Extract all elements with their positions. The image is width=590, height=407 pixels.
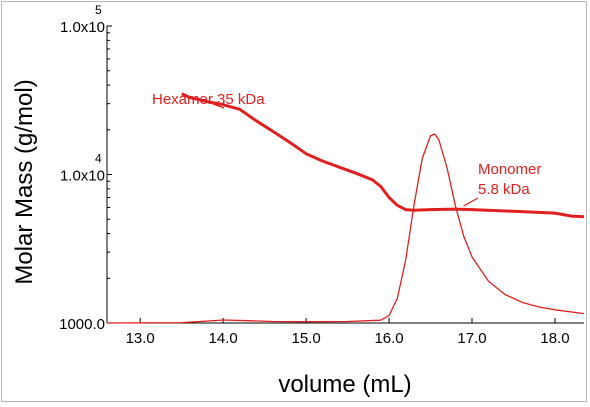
- monomer-annotation-line: 5.8 kDa: [478, 181, 530, 198]
- detector-signal-series-line: [106, 133, 585, 324]
- hexamer-pointer: [198, 97, 225, 109]
- labels: volume (mL) Molar Mass (g/mol) Hexamer 35 …: [11, 79, 541, 398]
- y-tick-exponent: 5: [95, 3, 102, 17]
- x-tick-label: 14.0: [209, 330, 238, 347]
- y-tick-label: 1000.0: [59, 316, 105, 333]
- x-axis-label: volume (mL): [278, 371, 411, 398]
- x-tick-label: 17.0: [457, 330, 486, 347]
- plot-area: [106, 92, 585, 324]
- monomer-pointer: [463, 197, 479, 207]
- chart-frame: 13.0 14.0 15.0 16.0 17.0 18.0 1000.0 1.0x10 4 1.0…: [1, 1, 587, 402]
- molar-mass-series-line: [181, 92, 585, 219]
- hexamer-annotation: Hexamer 35 kDa: [152, 91, 265, 108]
- x-tick-label: 15.0: [291, 330, 320, 347]
- monomer-annotation-line: Monomer: [478, 161, 541, 178]
- x-tick-label: 16.0: [374, 330, 403, 347]
- y-tick-label: 1.0x10: [60, 168, 105, 185]
- y-tick-label: 1.0x10: [60, 19, 105, 36]
- x-tick-label: 13.0: [126, 330, 155, 347]
- y-axis-label: Molar Mass (g/mol): [11, 79, 38, 284]
- axes: 13.0 14.0 15.0 16.0 17.0 18.0 1000.0 1.0x10 4 1.0…: [59, 3, 584, 347]
- x-tick-label: 18.0: [540, 330, 569, 347]
- y-tick-exponent: 4: [95, 152, 102, 166]
